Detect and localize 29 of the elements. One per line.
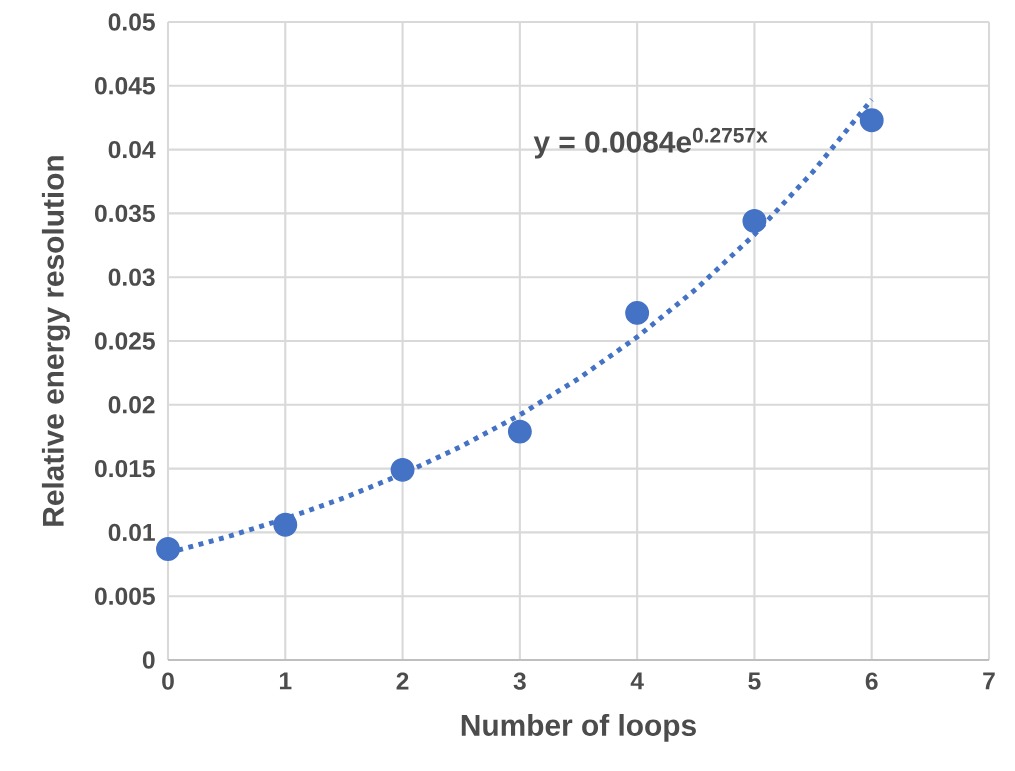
y-tick-label: 0.05 (108, 13, 155, 31)
point (273, 512, 298, 537)
point (507, 419, 532, 444)
point (156, 537, 180, 561)
y-tick-label: 0.025 (95, 332, 155, 350)
y-tick-label: 0.005 (95, 587, 155, 605)
y-tick-label: 0.035 (95, 204, 155, 223)
y-tick-label: 0.01 (108, 523, 155, 542)
x-tick-label: 5 (748, 672, 761, 690)
y-axis-title: Relative energy resolution (41, 156, 70, 526)
y-tick-label: 0 (142, 651, 155, 669)
point (625, 300, 650, 325)
y-tick-label: 0.02 (108, 396, 155, 414)
point (859, 108, 884, 133)
y-tick-label: 0.04 (108, 140, 156, 159)
x-tick-label: 0 (162, 672, 174, 690)
point (742, 209, 767, 233)
x-tick-label: 7 (983, 672, 995, 690)
y-tick-label: 0.015 (95, 459, 155, 478)
x-tick-label: 4 (630, 672, 644, 690)
x-tick-label: 1 (279, 672, 292, 690)
point (390, 457, 415, 482)
x-axis-title: Number of loops (461, 713, 696, 742)
text: y = 0.0084e$^{0.2757x}$ (533, 127, 768, 159)
x-tick-label: 2 (396, 672, 409, 690)
x-tick-label: 6 (865, 672, 878, 690)
x-tick-label: 3 (513, 672, 526, 690)
y-tick-label: 0.03 (108, 268, 155, 286)
y-tick-label: 0.045 (95, 77, 155, 95)
